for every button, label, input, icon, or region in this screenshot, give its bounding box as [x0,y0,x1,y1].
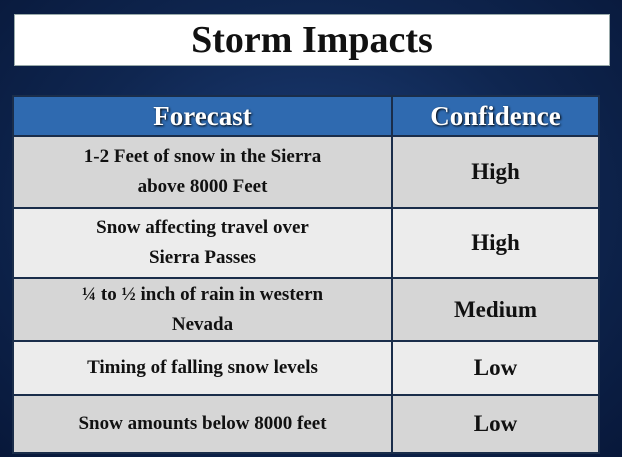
forecast-line: 1-2 Feet of snow in the Sierra [83,146,322,167]
confidence-cell: High [391,207,600,279]
table-row: 1-2 Feet of snow in the Sierra above 8000… [12,135,600,209]
confidence-cell: Low [391,394,600,454]
forecast-line: above 8000 Feet [137,176,268,197]
header-row: Forecast Confidence [12,95,600,137]
confidence-cell: Low [391,340,600,396]
table-row: Snow affecting travel over Sierra Passes H… [12,207,600,279]
forecast-line: ¼ to ½ inch of rain in western [81,283,324,305]
table-row: ¼ to ½ inch of rain in western Nevada Medi… [12,277,600,342]
forecast-line: Timing of falling snow levels [87,357,318,378]
table: Forecast Confidence 1-2 Feet of snow in … [12,95,600,454]
forecast-cell: ¼ to ½ inch of rain in western Nevada [12,277,393,342]
forecast-cell: Snow amounts below 8000 feet [12,394,393,454]
forecast-line: Sierra Passes [148,247,257,268]
forecast-line: Nevada [171,313,234,335]
confidence-cell: High [391,135,600,209]
title-box: Storm Impacts [14,14,610,66]
column-header: Confidence [391,95,600,137]
table-row: Timing of falling snow levels Low [12,340,600,396]
column-header: Forecast [12,95,393,137]
confidence-cell: Medium [391,277,600,342]
title: Storm Impacts [191,19,433,61]
forecast-line: Snow affecting travel over [96,217,309,238]
forecast-line: Snow amounts below 8000 feet [78,413,327,434]
forecast-cell: Snow affecting travel over Sierra Passes [12,207,393,279]
forecast-cell: Timing of falling snow levels [12,340,393,396]
forecast-cell: 1-2 Feet of snow in the Sierra above 8000… [12,135,393,209]
table-row: Snow amounts below 8000 feet Low [12,394,600,454]
